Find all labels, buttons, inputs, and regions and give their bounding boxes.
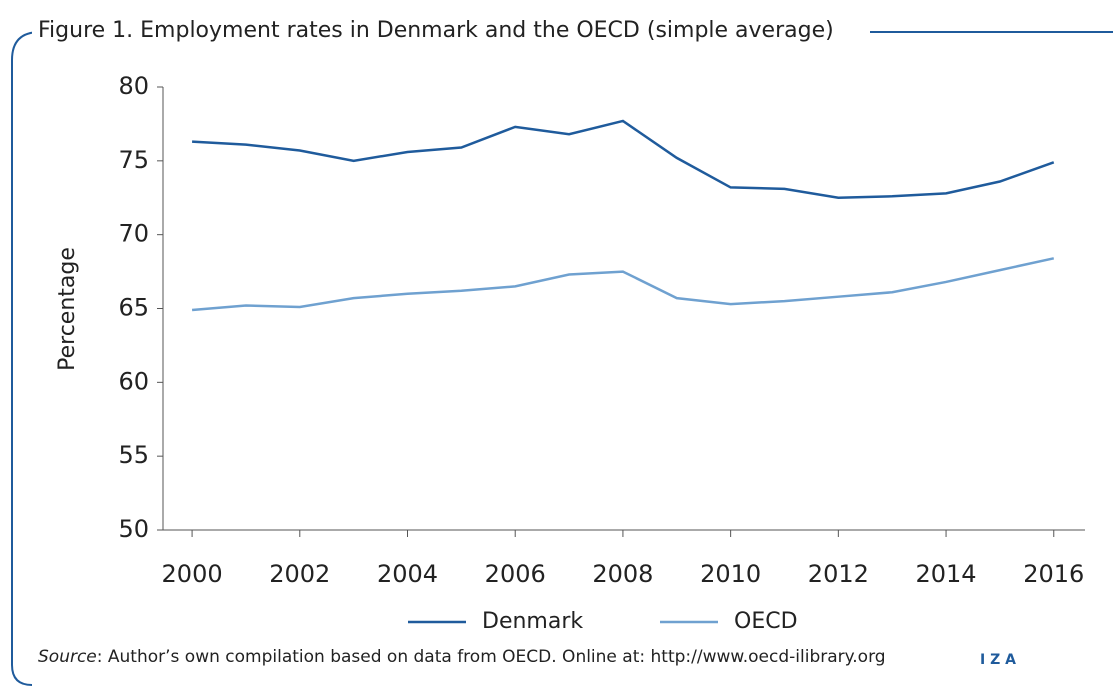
x-tick-label: 2000 <box>162 560 223 588</box>
title-bg <box>32 16 870 48</box>
series-line <box>191 257 1055 312</box>
legend-label: Denmark <box>482 609 583 634</box>
x-tick-label: 2004 <box>377 560 438 588</box>
y-tick-label: 70 <box>118 220 149 248</box>
y-tick-label: 65 <box>118 294 149 322</box>
x-tick-label: 2016 <box>1023 560 1084 588</box>
y-tick-label: 60 <box>118 367 149 395</box>
y-tick-label: 80 <box>118 72 149 100</box>
x-tick-label: 2010 <box>700 560 761 588</box>
x-tick-label: 2008 <box>592 560 653 588</box>
y-tick-label: 50 <box>118 515 149 543</box>
x-tick-label: 2006 <box>485 560 546 588</box>
source-text: : Author’s own compilation based on data… <box>97 647 886 667</box>
logo: I Z A <box>980 652 1016 668</box>
x-tick-label: 2002 <box>269 560 330 588</box>
y-axis-label: Percentage <box>55 247 80 371</box>
chart-title: Figure 1. Employment rates in Denmark an… <box>38 18 834 43</box>
legend-label: OECD <box>734 609 798 634</box>
series-line <box>192 119 1055 200</box>
source: Source: Author’s own compilation based o… <box>38 647 886 667</box>
frame <box>11 31 1113 686</box>
x-tick-label: 2012 <box>808 560 869 588</box>
source-label: Source <box>38 647 97 667</box>
x-tick-label: 2014 <box>916 560 977 588</box>
y-tick-label: 55 <box>118 441 149 469</box>
y-tick-label: 75 <box>118 146 149 174</box>
